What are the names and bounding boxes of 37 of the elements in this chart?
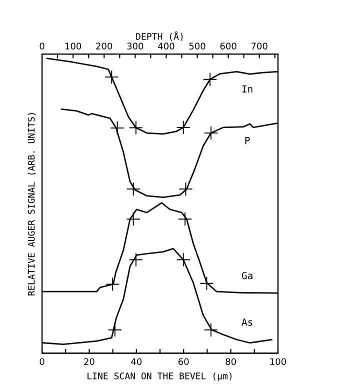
x-axis-title: LINE SCAN ON THE BEVEL (μm) [88,372,232,382]
point [202,72,218,86]
x-tick-label: 20 [84,358,94,366]
point [200,276,214,290]
point [204,126,218,140]
x2-tick-label: 200 [96,42,112,50]
point [106,277,120,292]
x2-axis-title: DEPTH (Å) [136,31,183,41]
series-label: As [242,318,252,326]
point [108,322,122,337]
point [176,120,190,134]
point [128,120,144,135]
x2-tick-label: 600 [220,42,236,50]
point [126,182,140,196]
point [110,120,124,136]
series-label: P [245,136,250,144]
point [126,212,140,226]
x-tick-label: 80 [226,358,236,366]
x2-tick-label: 300 [127,42,144,50]
x2-tick-label: 500 [189,42,206,50]
x-tick-label: 0 [40,358,44,366]
point [178,212,192,226]
point [128,252,144,267]
x-tick-label: 40 [131,358,142,366]
point [176,252,190,267]
series-label: In [242,85,252,92]
x2-tick-label: 400 [158,42,174,50]
point [204,322,218,337]
x-tick-label: 60 [178,358,189,366]
point [178,182,193,196]
x2-tick-label: 0 [40,42,44,50]
x-tick-label: 100 [270,358,286,366]
series-label: Ga [242,272,252,280]
y-axis-title: RELATIVE AUGER SIGNAL (ARB. UNITS) [28,113,36,296]
x2-tick-label: 700 [251,42,268,50]
x2-tick-label: 100 [65,42,82,50]
point [104,70,119,84]
